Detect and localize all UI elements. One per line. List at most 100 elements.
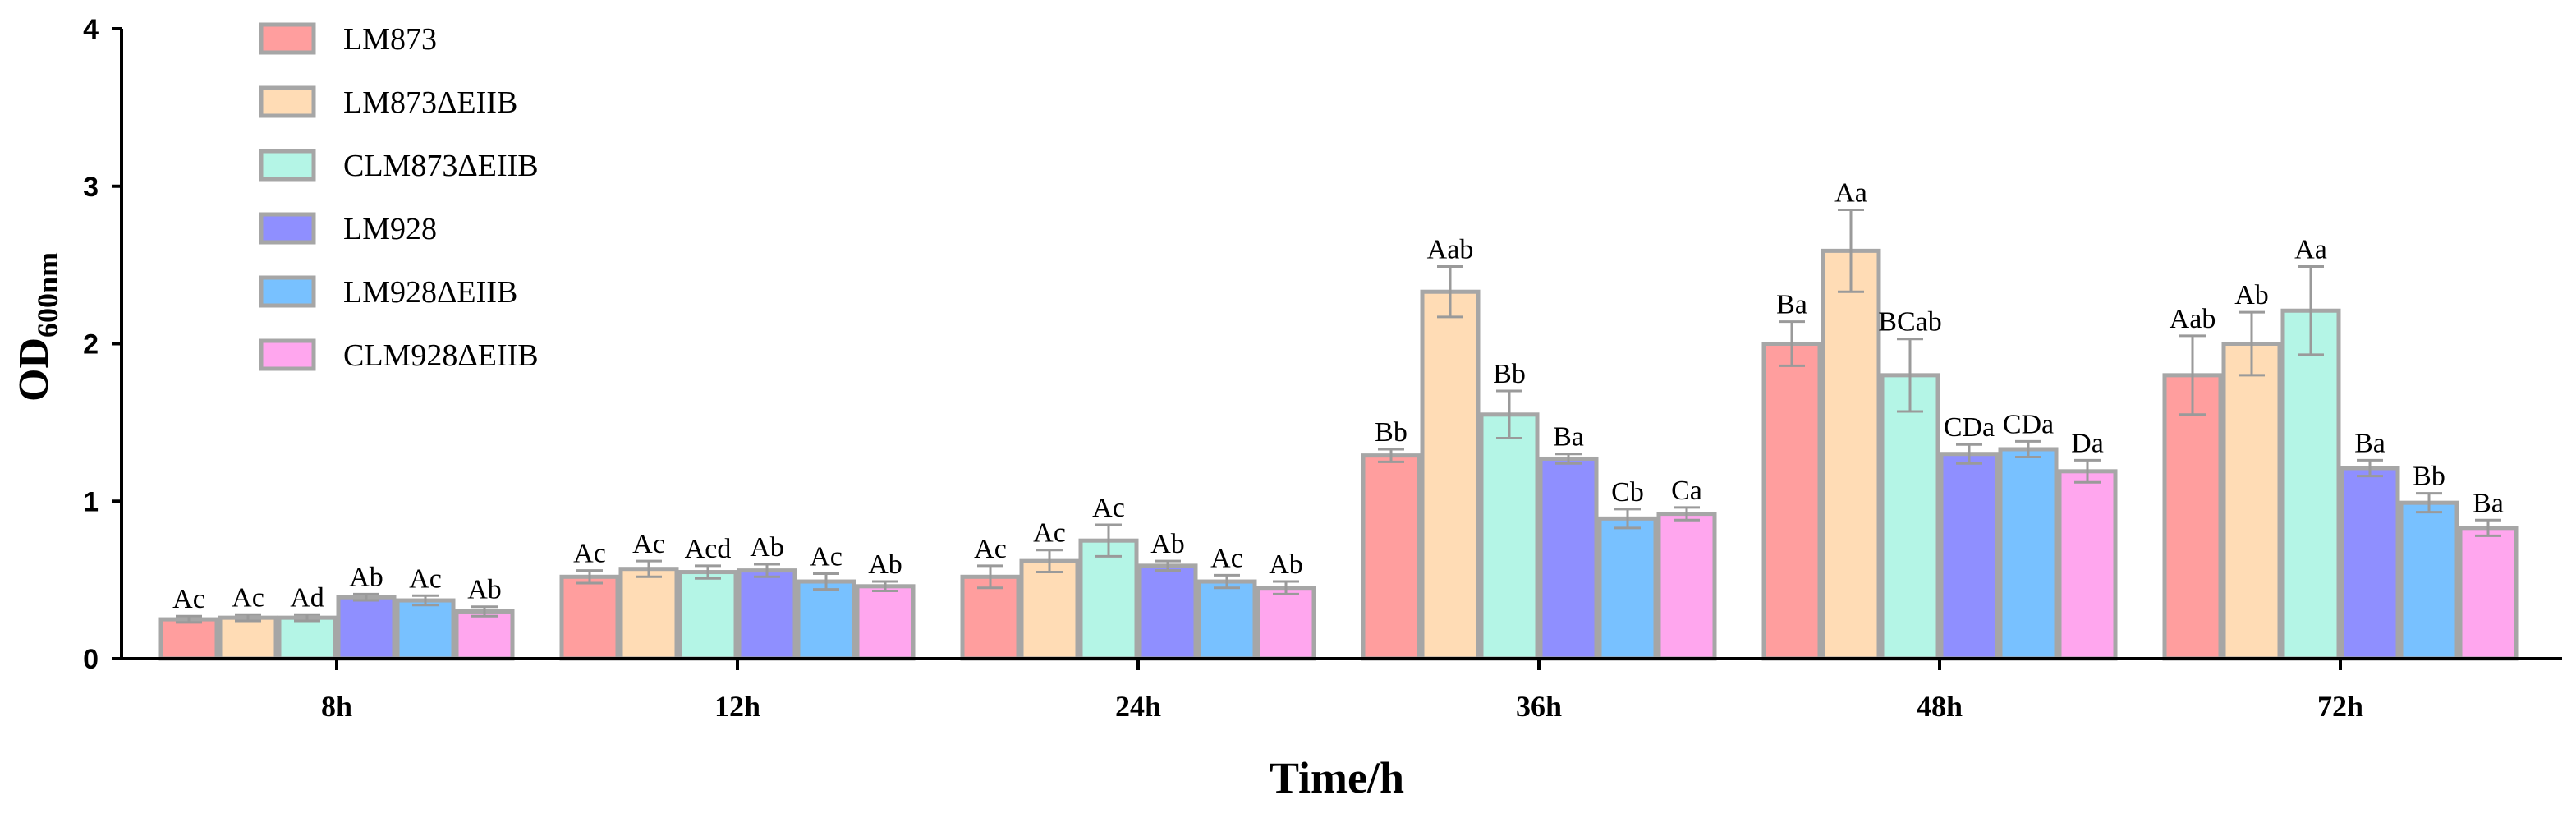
- legend-swatch: [259, 85, 316, 118]
- error-bar: [813, 572, 839, 591]
- significance-label: Ba: [1553, 422, 1584, 453]
- error-bar: [1273, 580, 1299, 595]
- bar: [2458, 526, 2519, 661]
- significance-label: Ac: [409, 563, 442, 594]
- significance-label: Ac: [573, 539, 606, 569]
- error-bar: [1214, 573, 1240, 590]
- significance-label: Aa: [1834, 178, 1867, 209]
- y-tick-label: 3: [83, 172, 99, 203]
- error-bar: [1674, 506, 1700, 522]
- y-axis-title-main: OD: [11, 338, 57, 402]
- bar: [1196, 579, 1257, 661]
- bar: [158, 617, 219, 661]
- error-bar: [235, 613, 261, 623]
- bar: [1256, 586, 1316, 661]
- significance-label: Acd: [685, 534, 732, 564]
- x-axis-title: Time/h: [1270, 753, 1404, 802]
- x-tick-label: 24h: [1115, 690, 1161, 723]
- bar: [1597, 516, 1658, 661]
- legend-swatch: [259, 275, 316, 308]
- bar: [1420, 289, 1481, 661]
- significance-label: BCab: [1878, 307, 1941, 338]
- error-bar: [636, 559, 662, 578]
- error-bar: [2416, 492, 2442, 514]
- legend-item: CLM928ΔEIIB: [259, 338, 539, 373]
- significance-label: Ab: [1269, 549, 1303, 580]
- significance-label: Aab: [2170, 304, 2216, 334]
- error-bar: [1779, 320, 1805, 367]
- error-bar: [2179, 334, 2206, 416]
- bar: [559, 574, 620, 661]
- legend-label: LM873ΔEIIB: [343, 85, 517, 120]
- bar: [336, 595, 397, 661]
- significance-label: Ac: [632, 529, 665, 559]
- significance-label: Cb: [1611, 477, 1644, 508]
- error-bar: [1437, 265, 1463, 319]
- bar: [1880, 373, 1940, 661]
- legend-label: LM928ΔEIIB: [343, 275, 517, 310]
- bar: [2162, 373, 2223, 661]
- error-bar: [471, 605, 498, 618]
- bar: [618, 567, 679, 661]
- legend-item: CLM873ΔEIIB: [259, 149, 539, 183]
- error-bar: [1036, 549, 1063, 574]
- significance-label: Ab: [750, 532, 784, 563]
- significance-label: Ab: [349, 562, 383, 592]
- legend-swatch: [259, 212, 316, 245]
- significance-label: Ba: [1776, 290, 1807, 320]
- bar: [677, 570, 738, 661]
- significance-label: Ac: [232, 582, 264, 613]
- legend-label: CLM873ΔEIIB: [343, 149, 539, 183]
- bar: [796, 579, 856, 661]
- y-tick-label: 1: [83, 486, 99, 517]
- significance-label: Bb: [1493, 359, 1526, 389]
- error-bar: [1956, 443, 1982, 465]
- bar: [2340, 466, 2400, 661]
- error-bar: [1155, 559, 1181, 572]
- x-tick-label: 12h: [714, 690, 760, 723]
- significance-label: Ac: [974, 534, 1007, 564]
- bar: [277, 615, 337, 661]
- bar: [2057, 469, 2118, 661]
- error-bar: [353, 592, 379, 602]
- bar: [395, 598, 456, 661]
- bars-layer: Ac Ac Ad Ab Ac Ab Ac Ac Acd Ab Ac Ab Ac Ac Ac Ab Ac Ab Bb A…: [158, 178, 2519, 661]
- significance-label: Bb: [1375, 417, 1407, 448]
- significance-label: Ad: [290, 582, 324, 613]
- significance-label: Ab: [868, 549, 902, 580]
- bar: [1019, 558, 1080, 661]
- bar: [218, 615, 278, 661]
- significance-label: Ac: [810, 541, 843, 572]
- significance-label: Ba: [2473, 488, 2504, 518]
- legend-label: LM928: [343, 212, 437, 246]
- significance-label: Ac: [172, 584, 205, 614]
- bar: [1479, 412, 1540, 661]
- significance-label: Ca: [1671, 476, 1702, 506]
- error-bar: [754, 563, 780, 578]
- error-bar: [2298, 265, 2324, 356]
- y-axis-title-sub: 600nm: [31, 252, 64, 338]
- bar: [2399, 500, 2459, 661]
- legend-label: LM873: [343, 22, 437, 57]
- legend-item: LM928: [259, 212, 437, 246]
- bar: [2221, 342, 2282, 661]
- bar: [1656, 512, 1717, 661]
- significance-label: Bb: [2413, 462, 2445, 492]
- bar: [1137, 563, 1198, 661]
- bar: [1361, 453, 1421, 661]
- error-bar: [2015, 439, 2041, 459]
- error-bar: [2357, 458, 2383, 478]
- bar: [1939, 452, 2000, 661]
- significance-label: Aa: [2294, 235, 2327, 265]
- bar: [1821, 248, 1881, 661]
- error-bar: [576, 569, 603, 585]
- significance-label: Ab: [467, 575, 502, 605]
- y-tick-label: 2: [83, 329, 99, 361]
- significance-label: Ac: [1210, 543, 1243, 573]
- error-bar: [695, 564, 721, 580]
- x-tick-label: 48h: [1917, 690, 1963, 723]
- y-tick-label: 4: [83, 14, 99, 45]
- legend-item: LM928ΔEIIB: [259, 275, 517, 310]
- legend-swatch: [259, 338, 316, 371]
